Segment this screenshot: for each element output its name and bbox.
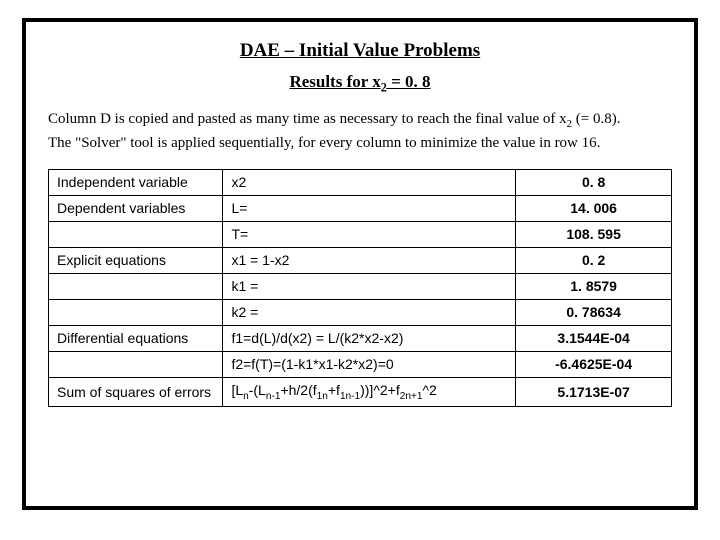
- page-subtitle: Results for x2 = 0. 8: [48, 72, 672, 95]
- cell-val: 3.1544E-04: [516, 325, 672, 351]
- cell-val: 5.1713E-07: [516, 377, 672, 406]
- table-row: k1 = 1. 8579: [49, 273, 672, 299]
- cell-label: [49, 273, 223, 299]
- cell-val: 14. 006: [516, 195, 672, 221]
- table-row: Independent variable x2 0. 8: [49, 169, 672, 195]
- cell-mid: L=: [223, 195, 516, 221]
- subtitle-suffix: = 0. 8: [387, 72, 431, 91]
- cell-mid: x2: [223, 169, 516, 195]
- table-row: Explicit equations x1 = 1-x2 0. 2: [49, 247, 672, 273]
- cell-mid: k2 =: [223, 299, 516, 325]
- cell-mid: f2=f(T)=(1-k1*x1-k2*x2)=0: [223, 351, 516, 377]
- table-row: Differential equations f1=d(L)/d(x2) = L…: [49, 325, 672, 351]
- cell-label: Sum of squares of errors: [49, 377, 223, 406]
- slide-frame: DAE – Initial Value Problems Results for…: [22, 18, 698, 510]
- cell-label: Dependent variables: [49, 195, 223, 221]
- results-table: Independent variable x2 0. 8 Dependent v…: [48, 169, 672, 407]
- para-line1-pre: Column D is copied and pasted as many ti…: [48, 111, 567, 127]
- page-title: DAE – Initial Value Problems: [48, 40, 672, 62]
- cell-mid-formula: [Ln-(Ln-1+h/2(f1n+f1n-1))]^2+f2n+1^2: [223, 377, 516, 406]
- cell-label: [49, 299, 223, 325]
- cell-val: 1. 8579: [516, 273, 672, 299]
- para-line2: The "Solver" tool is applied sequentiall…: [48, 135, 600, 151]
- subtitle-prefix: Results for x: [289, 72, 380, 91]
- cell-label: Differential equations: [49, 325, 223, 351]
- cell-mid: x1 = 1-x2: [223, 247, 516, 273]
- cell-label: Independent variable: [49, 169, 223, 195]
- cell-mid: k1 =: [223, 273, 516, 299]
- cell-val: 0. 2: [516, 247, 672, 273]
- table-row: k2 = 0. 78634: [49, 299, 672, 325]
- table-row: T= 108. 595: [49, 221, 672, 247]
- intro-paragraph: Column D is copied and pasted as many ti…: [48, 109, 672, 154]
- cell-val: 0. 78634: [516, 299, 672, 325]
- cell-mid: T=: [223, 221, 516, 247]
- table-row: Dependent variables L= 14. 006: [49, 195, 672, 221]
- para-line1-post: (= 0.8).: [572, 111, 620, 127]
- table-row: Sum of squares of errors [Ln-(Ln-1+h/2(f…: [49, 377, 672, 406]
- cell-val: 0. 8: [516, 169, 672, 195]
- cell-val: 108. 595: [516, 221, 672, 247]
- cell-label: Explicit equations: [49, 247, 223, 273]
- table-row: f2=f(T)=(1-k1*x1-k2*x2)=0 -6.4625E-04: [49, 351, 672, 377]
- cell-label: [49, 351, 223, 377]
- cell-val: -6.4625E-04: [516, 351, 672, 377]
- cell-label: [49, 221, 223, 247]
- cell-mid: f1=d(L)/d(x2) = L/(k2*x2-x2): [223, 325, 516, 351]
